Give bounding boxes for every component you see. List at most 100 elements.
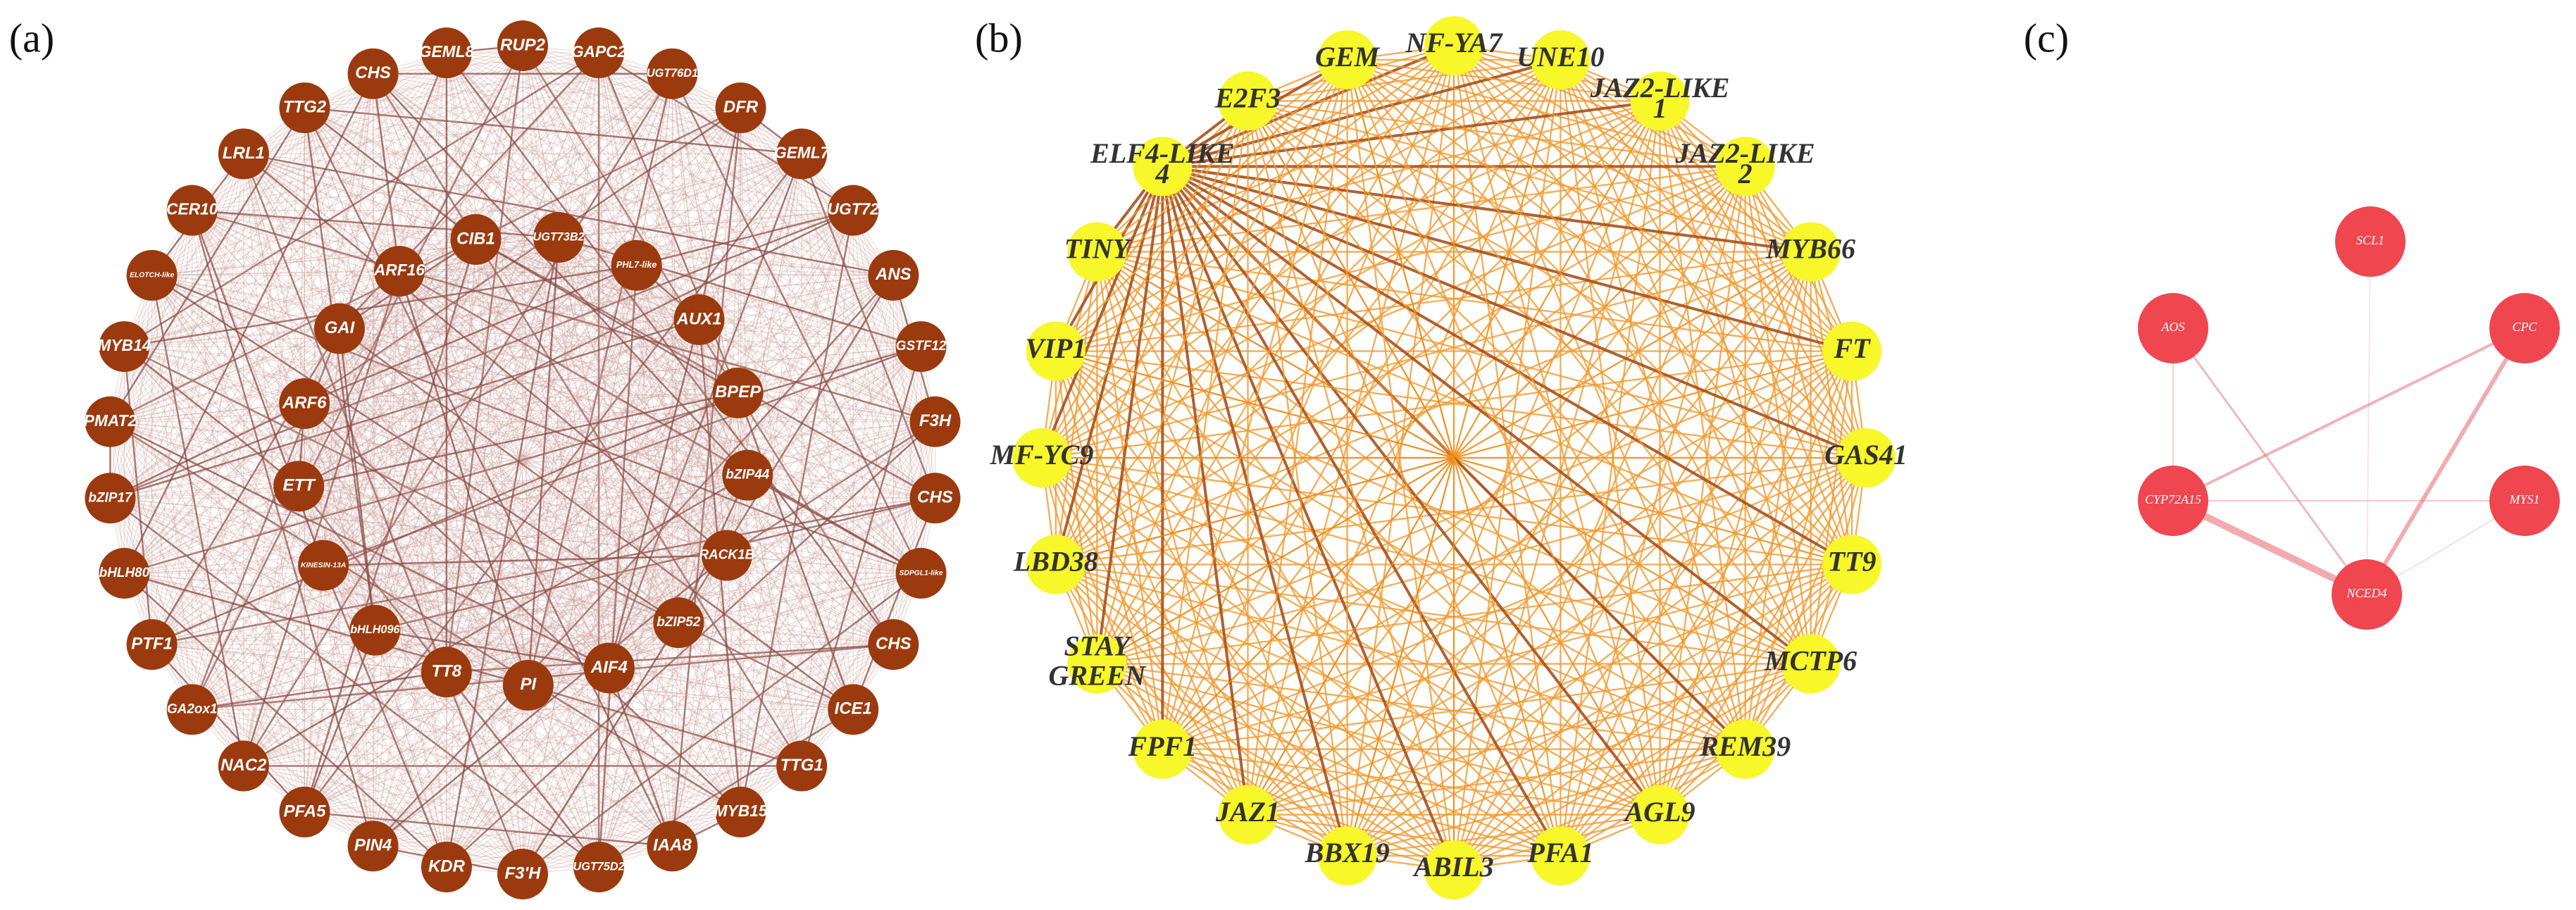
edge xyxy=(1041,456,1746,750)
edge xyxy=(304,392,738,813)
edge xyxy=(522,45,599,868)
edge xyxy=(446,644,894,868)
node-label: JAZ2-LIKE xyxy=(1590,72,1730,104)
edge xyxy=(243,474,748,767)
edge xyxy=(726,346,921,556)
edge xyxy=(304,403,599,868)
edge xyxy=(124,153,802,574)
edge xyxy=(373,73,854,211)
edge xyxy=(598,497,935,868)
edge xyxy=(298,209,854,487)
edge xyxy=(399,270,673,847)
edge xyxy=(243,45,523,155)
edge xyxy=(124,73,374,347)
edge xyxy=(124,346,679,623)
edge xyxy=(373,73,476,240)
node xyxy=(373,246,425,297)
node-label: IAA8 xyxy=(653,836,692,855)
node-label: UGT73B2 xyxy=(533,230,584,243)
edge xyxy=(446,210,854,868)
edge xyxy=(671,573,921,847)
edge xyxy=(123,154,244,347)
edge xyxy=(243,153,738,394)
edge xyxy=(123,346,523,875)
edge xyxy=(191,52,448,710)
edge xyxy=(1162,165,1853,353)
edge xyxy=(699,275,894,320)
edge xyxy=(374,265,637,631)
edge xyxy=(304,319,700,813)
node xyxy=(421,647,472,698)
edge xyxy=(298,319,699,487)
node-label: GAS41 xyxy=(1824,439,1908,470)
edge xyxy=(475,239,699,320)
edge xyxy=(800,154,936,499)
edge xyxy=(609,265,637,668)
edge xyxy=(678,497,935,623)
edge xyxy=(522,237,559,875)
edge xyxy=(298,485,741,813)
edge xyxy=(243,153,894,645)
edge xyxy=(304,107,738,394)
edge xyxy=(109,73,374,499)
edge xyxy=(110,497,727,556)
edge xyxy=(1347,58,1660,102)
edge xyxy=(738,210,854,394)
edge xyxy=(243,153,921,574)
edge xyxy=(598,52,921,347)
node-label: bHLH096 xyxy=(350,623,400,636)
edge xyxy=(374,319,699,631)
edge xyxy=(192,210,738,394)
edge xyxy=(372,630,375,847)
edge xyxy=(151,73,374,645)
edge xyxy=(151,239,476,276)
edge xyxy=(339,328,610,668)
edge xyxy=(298,486,306,812)
edge xyxy=(636,73,673,266)
edge xyxy=(528,555,728,686)
edge xyxy=(373,265,637,847)
edge xyxy=(1162,457,1455,750)
edge xyxy=(558,237,673,847)
edge xyxy=(636,265,748,475)
edge xyxy=(304,811,523,875)
edge xyxy=(151,573,921,645)
edge xyxy=(373,237,559,847)
edge xyxy=(852,210,894,645)
edge xyxy=(558,52,599,238)
edge xyxy=(446,52,741,108)
edge xyxy=(124,275,894,347)
edge xyxy=(110,421,728,556)
edge xyxy=(1247,100,1867,459)
edge xyxy=(522,45,854,710)
node-label: LRL1 xyxy=(223,144,265,163)
node-label: bZIP44 xyxy=(726,468,770,482)
edge xyxy=(446,52,529,685)
edge xyxy=(1247,58,1561,102)
edge xyxy=(339,319,699,330)
node xyxy=(273,461,325,512)
edge xyxy=(608,154,803,668)
edge xyxy=(1096,166,1746,665)
edge xyxy=(1346,59,1853,566)
edge xyxy=(243,153,476,240)
edge xyxy=(598,622,679,868)
edge xyxy=(151,275,340,330)
edge xyxy=(609,392,739,668)
node xyxy=(653,597,704,649)
edge xyxy=(304,107,748,476)
edge xyxy=(243,154,679,623)
edge xyxy=(726,420,936,556)
edge xyxy=(322,565,448,868)
edge xyxy=(399,45,523,272)
edge xyxy=(323,319,699,566)
edge xyxy=(372,275,895,847)
node-label: MCTP6 xyxy=(1764,645,1857,677)
edge xyxy=(110,421,748,476)
edges xyxy=(109,44,936,875)
edge xyxy=(151,497,935,646)
edge xyxy=(2365,327,2527,596)
edge xyxy=(598,421,935,868)
node xyxy=(450,213,502,265)
edge xyxy=(446,52,935,423)
